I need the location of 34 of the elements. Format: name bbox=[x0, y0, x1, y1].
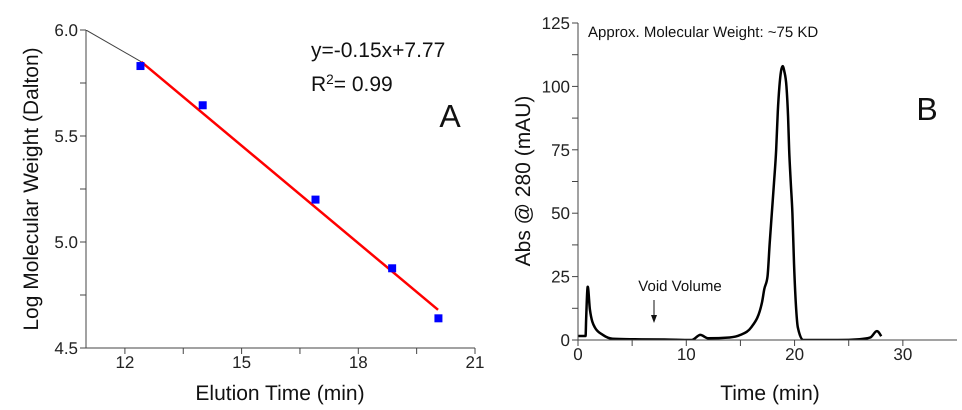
x-tick-label: 0 bbox=[573, 345, 583, 364]
point bbox=[434, 314, 442, 322]
x-axis-title: Elution Time (min) bbox=[195, 382, 365, 405]
x-tick-label: 21 bbox=[466, 353, 484, 372]
x-tick-label: 12 bbox=[115, 353, 134, 372]
point bbox=[312, 196, 320, 204]
x-axis-title: Time (min) bbox=[720, 382, 820, 405]
x-tick-label: 30 bbox=[893, 345, 912, 364]
annotation: R$^{2}$= 0.99 bbox=[311, 72, 393, 96]
point bbox=[388, 264, 396, 272]
y-tick-label: 50 bbox=[551, 204, 570, 224]
annotation: A bbox=[439, 98, 462, 134]
annotation: B bbox=[916, 91, 938, 127]
point bbox=[198, 101, 207, 110]
line-series bbox=[578, 64, 882, 340]
point bbox=[136, 62, 144, 70]
y-axis-title: Abs @ 280 (mAU) bbox=[512, 96, 535, 266]
y-tick-label: 100 bbox=[542, 77, 570, 96]
x-tick-label: 20 bbox=[785, 345, 804, 364]
y-tick-label: 6.0 bbox=[54, 21, 78, 40]
x-tick-label: 10 bbox=[676, 345, 696, 364]
y-tick-label: 5.0 bbox=[54, 233, 78, 252]
x-tick-label: 15 bbox=[232, 353, 252, 372]
y-tick-label: 25 bbox=[551, 268, 570, 287]
annotation: Approx. Molecular Weight: ~75 KD bbox=[588, 24, 818, 41]
x-tick-label: 18 bbox=[348, 353, 368, 372]
y-tick-label: 5.5 bbox=[54, 127, 78, 146]
annotation: y=-0.15x+7.77 bbox=[311, 39, 446, 62]
y-tick-label: 0 bbox=[560, 331, 570, 350]
y-tick-label: 4.5 bbox=[54, 339, 78, 358]
y-tick-label: 125 bbox=[542, 14, 570, 34]
annotation: Void Volume bbox=[638, 278, 722, 295]
y-tick-label: 75 bbox=[551, 140, 570, 160]
y-axis-title: Log Molecular Weight (Dalton) bbox=[20, 47, 43, 331]
